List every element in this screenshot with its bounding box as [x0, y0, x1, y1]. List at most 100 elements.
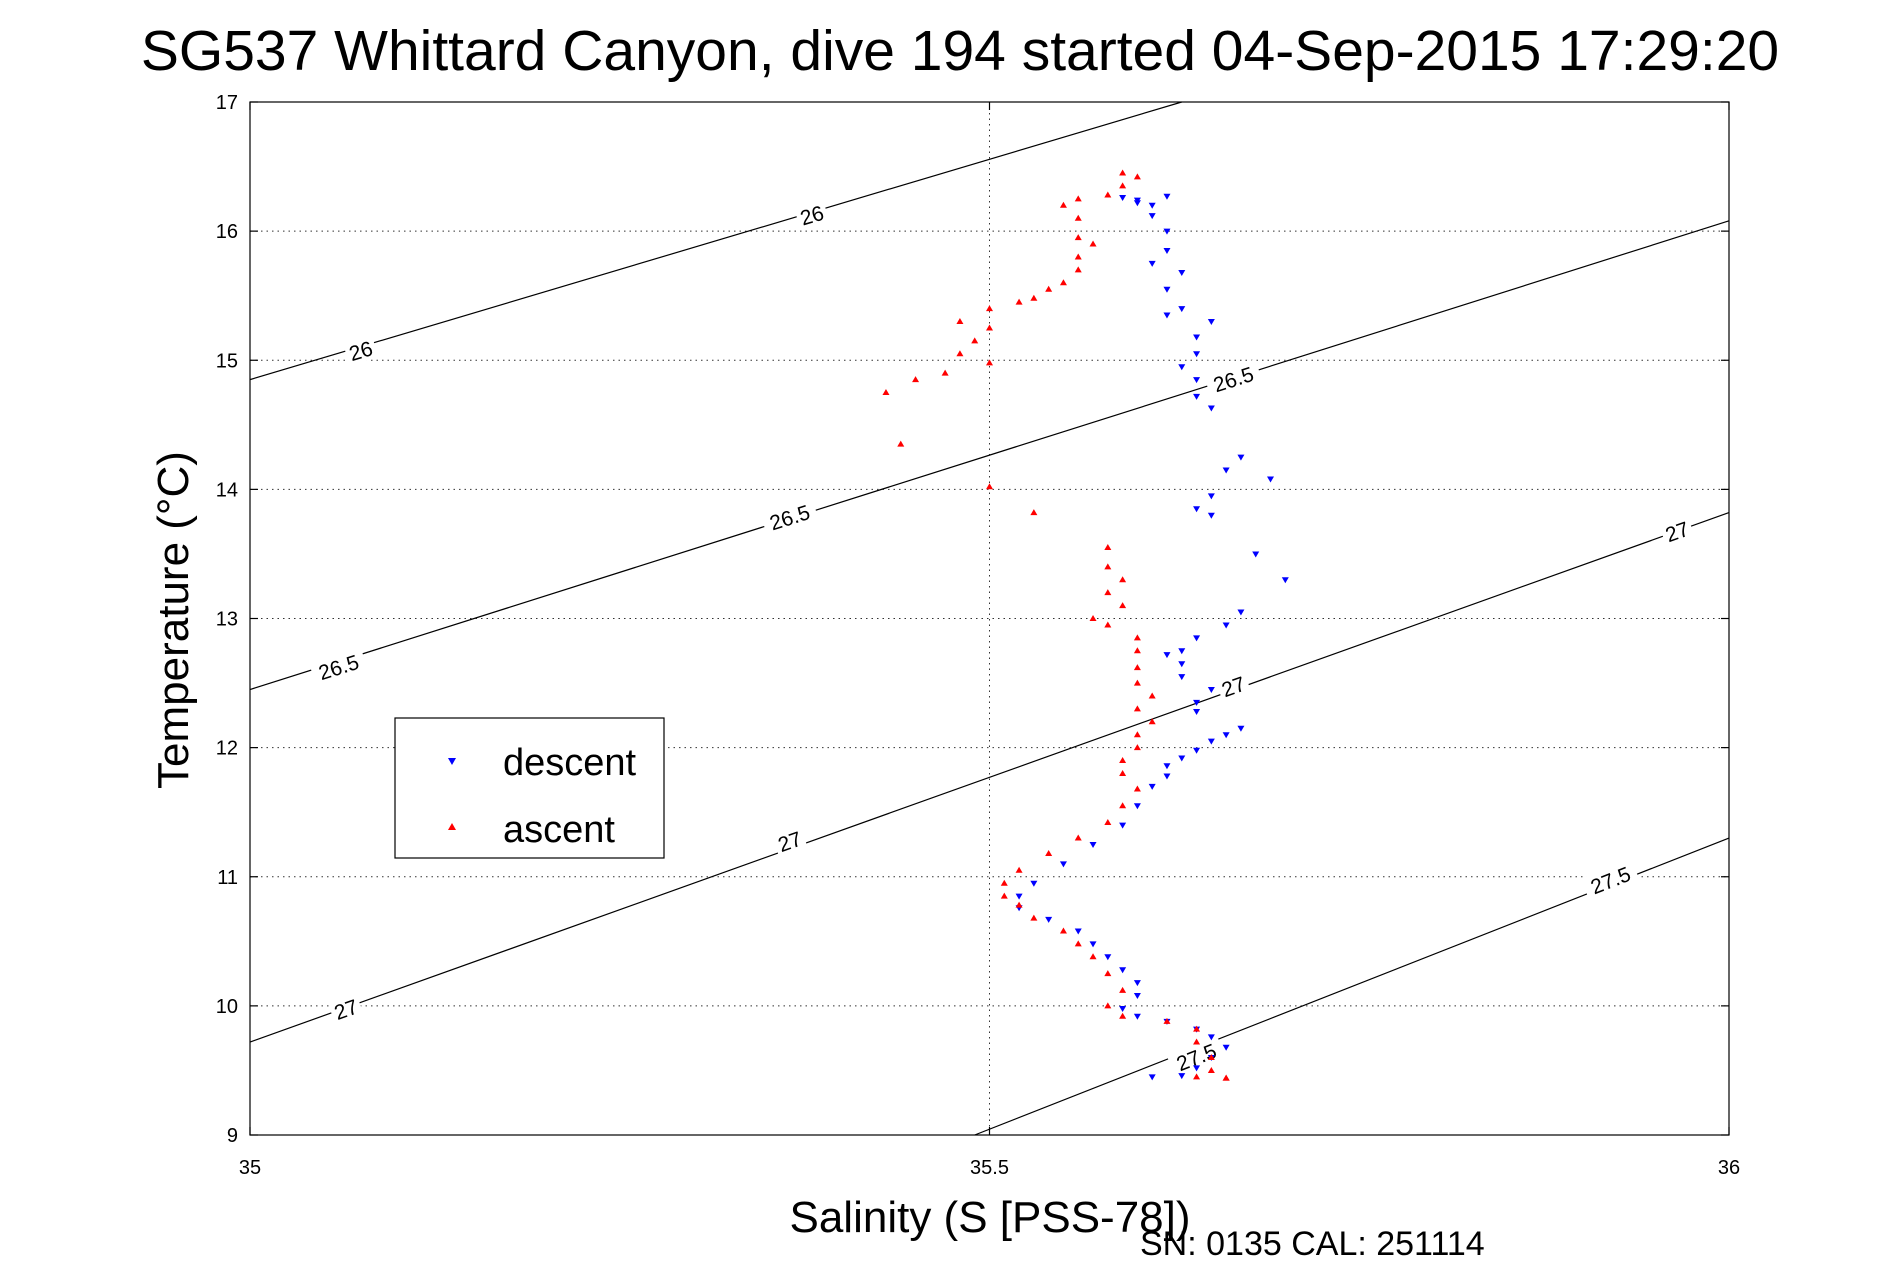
ascent-point [1119, 802, 1127, 809]
ascent-point [1207, 1054, 1215, 1061]
ascent-point [1000, 892, 1008, 899]
descent-point [1074, 928, 1082, 935]
descent-point [1148, 783, 1156, 790]
y-tick-label: 16 [216, 221, 238, 243]
ascent-point [1119, 1012, 1127, 1019]
ascent-point [1104, 819, 1112, 826]
descent-point [1178, 648, 1186, 655]
descent-point [1193, 635, 1201, 642]
ascent-point [1030, 509, 1038, 516]
descent-point [1059, 861, 1067, 868]
descent-point [1193, 377, 1201, 384]
ascent-point [1015, 901, 1023, 908]
y-tick-label: 12 [216, 738, 238, 760]
contour-label-background [309, 647, 368, 687]
contour-label-group: 27.5 [1580, 858, 1640, 901]
ascent-point [1089, 240, 1097, 247]
ascent-point [941, 369, 949, 376]
ascent-point [1133, 785, 1141, 792]
ascent-point [1104, 621, 1112, 628]
ascent-point [971, 337, 979, 344]
ascent-point [1059, 927, 1067, 934]
descent-point [1163, 247, 1171, 254]
descent-point [1222, 1044, 1230, 1051]
ascent-point [1104, 589, 1112, 596]
descent-point [1207, 738, 1215, 745]
contour-label-background [793, 198, 830, 231]
descent-point [1104, 954, 1112, 961]
legend-ascent-marker-icon [448, 823, 456, 830]
descent-point [1178, 674, 1186, 681]
descent-point [1178, 661, 1186, 668]
legend-descent-label: descent [503, 742, 637, 784]
ascent-point [986, 359, 993, 366]
ascent-point [986, 305, 993, 312]
descent-point [1045, 916, 1053, 923]
ascent-point [1074, 266, 1082, 273]
ascent-point [1119, 169, 1127, 176]
descent-point [1193, 506, 1201, 513]
ascent-point [1133, 634, 1141, 641]
ascent-point [1207, 1066, 1215, 1073]
descent-point [1193, 393, 1201, 400]
ascent-point [1030, 294, 1038, 301]
descent-point [1119, 822, 1127, 829]
ascent-point [956, 350, 964, 357]
contour-label-background [1215, 669, 1252, 703]
ascent-point [1074, 195, 1082, 202]
ascent-point [1074, 940, 1082, 947]
contour-label-background [760, 497, 819, 537]
contour-label-background [1166, 1035, 1226, 1078]
x-axis-label: Salinity (S [PSS-78]) [789, 1193, 1190, 1242]
ascent-point [1015, 298, 1023, 305]
contour-label-background [327, 992, 364, 1026]
legend-descent-marker-icon [448, 758, 456, 765]
ascent-point [1119, 182, 1127, 189]
ascent-point [1148, 718, 1156, 725]
descent-point [1178, 364, 1186, 371]
ascent-point [1000, 879, 1008, 886]
descent-point [1193, 351, 1201, 358]
descent-point [1252, 551, 1260, 558]
y-tick-label: 14 [216, 479, 238, 501]
contour-label-background [342, 334, 379, 367]
ascent-point [1030, 914, 1038, 921]
descent-point [1207, 512, 1215, 519]
ascent-point [1104, 563, 1112, 570]
contour-label-background [771, 824, 808, 858]
ascent-point [1015, 866, 1023, 873]
descent-point [1119, 195, 1127, 202]
descent-point [1237, 725, 1245, 732]
descent-point [1207, 687, 1215, 694]
descent-point [1119, 967, 1127, 974]
ascent-point [912, 376, 920, 383]
ascent-point [1193, 1073, 1201, 1080]
ascent-point [1133, 705, 1141, 712]
y-tick-label: 17 [216, 92, 238, 114]
ascent-point [1133, 647, 1141, 654]
descent-point [1207, 405, 1215, 412]
descent-point [1281, 577, 1289, 584]
descent-point [1119, 1005, 1127, 1012]
ascent-point [1074, 214, 1082, 221]
contour-label-background [1203, 359, 1263, 399]
ascent-point [1074, 234, 1082, 241]
ascent-point [1059, 201, 1067, 208]
ascent-point [1104, 543, 1112, 550]
ascent-point [882, 389, 890, 396]
descent-point [1163, 763, 1171, 770]
ascent-point [1104, 970, 1112, 977]
ascent-point [1133, 679, 1141, 686]
descent-point [1148, 213, 1156, 220]
ascent-point [1133, 744, 1141, 751]
ascent-point [956, 318, 964, 325]
ascent-point [1193, 1038, 1201, 1045]
serial-calibration-footer: SN: 0135 CAL: 251114 [1140, 1225, 1485, 1262]
descent-point [1222, 622, 1230, 629]
descent-point [1207, 319, 1215, 326]
x-tick-label: 35.5 [970, 1157, 1009, 1179]
ascent-point [1133, 664, 1141, 671]
data-points [882, 169, 1289, 1081]
descent-point [1133, 993, 1141, 1000]
ascent-point [1119, 769, 1127, 776]
